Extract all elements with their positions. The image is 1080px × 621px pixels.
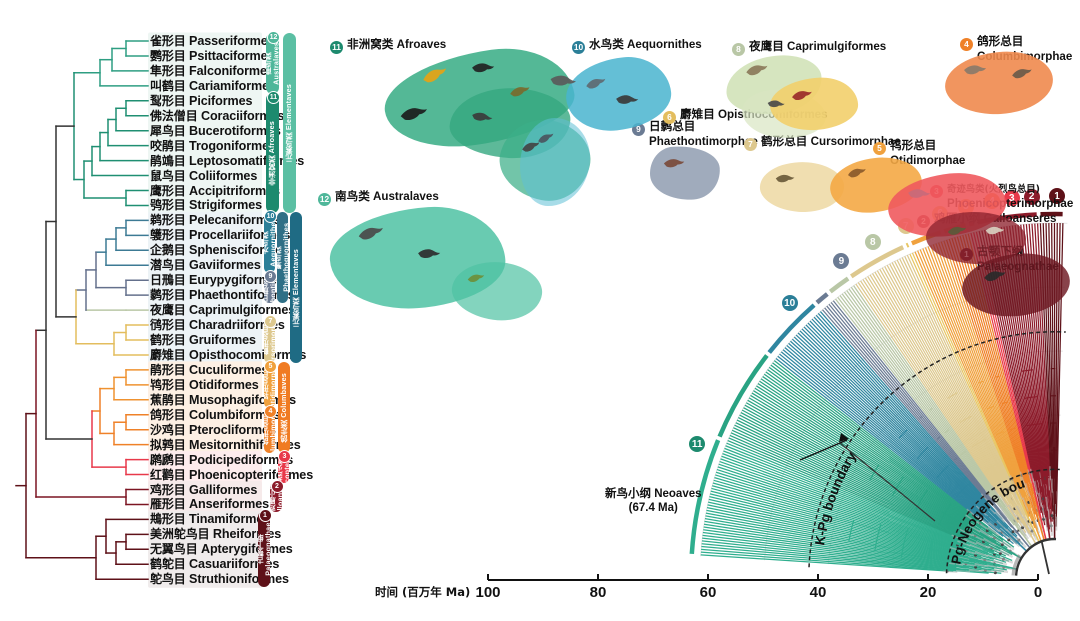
legend-badge-12: 12	[318, 193, 331, 206]
legend-label-sci: Afroaves	[397, 38, 447, 51]
legend-badge-8: 8	[732, 43, 745, 56]
legend-badge-5: 5	[873, 142, 886, 155]
clade-bar-label: 古颚下纲 Palaeognathae	[258, 511, 270, 587]
clade-bar-label: 鸽走类 Columbaves	[280, 373, 288, 442]
clade-bar: 鸽走类 Columbaves	[278, 362, 290, 453]
node-dot	[1050, 514, 1053, 517]
legend-label-cn: 麝雉目	[680, 107, 715, 121]
axis-caption: 时间 (百万年 Ma)	[375, 584, 470, 600]
legend-label-sci: Caprimulgiformes	[787, 40, 886, 53]
legend-item-australaves: 12 南鸟类 Australaves	[318, 190, 439, 206]
legend-item-afroaves: 11 非洲窝类 Afroaves	[330, 38, 446, 54]
phylogram-element	[907, 245, 909, 246]
legend-label-cn: 鸨形总目	[890, 138, 936, 152]
axis-tick-20: 20	[915, 584, 941, 601]
legend-label-cn: 鸽形总目	[977, 34, 1023, 48]
axis-tick-60: 60	[695, 584, 721, 601]
clade-bar: 元素鸟类 Elementaves	[283, 33, 296, 213]
clade-bar-badge: 12	[267, 31, 280, 44]
bird-silhouette	[397, 102, 431, 125]
bird-silhouette	[773, 171, 796, 187]
legend-badge-10: 10	[572, 41, 585, 54]
clade-bar-badge: 2	[271, 480, 284, 493]
bird-silhouette	[981, 267, 1009, 286]
phylogram-element	[817, 294, 827, 303]
legend-label-cn: 夜鹰目	[749, 39, 784, 53]
bird-silhouette	[946, 223, 969, 238]
clade-bar-badge: 5	[264, 360, 277, 373]
bird-silhouette	[469, 59, 497, 78]
phylogram-element	[992, 436, 993, 437]
clade-bar-badge: 1	[259, 509, 272, 522]
legend-badge-7: 7	[744, 138, 757, 151]
clade-bar-label: 鹭鸟类 Phaethoquornithes	[277, 212, 288, 303]
phylogram-element	[1054, 447, 1055, 539]
bird-silhouette	[983, 223, 1006, 239]
legend-label-cn: 非洲窝类	[347, 37, 393, 51]
legend-item-caprimulgiformes: 8 夜鹰目 Caprimulgiformes	[732, 40, 886, 56]
bird-silhouette	[662, 155, 687, 172]
taxon-name-cn: 鸵鸟目	[150, 572, 186, 586]
phylogram-element	[1051, 522, 1052, 536]
legend-label-cn: 南鸟类	[335, 189, 370, 203]
legend-badge-4: 4	[960, 38, 973, 51]
legend-badge-11: 11	[330, 41, 343, 54]
clade-bar: 鹭鸟类 Phaethoquornithes	[277, 212, 288, 303]
legend-label-sci: Aequornithes	[627, 38, 702, 51]
bird-silhouette	[961, 61, 988, 79]
clade-bar: 元素鸟类 Elementaves	[290, 212, 302, 363]
phylogram-element	[1042, 541, 1049, 574]
neoaves-annotation: 新鸟小纲 Neoaves (67.4 Ma)	[605, 487, 702, 516]
clade-bar-badge: 7	[264, 315, 277, 328]
axis-tick-80: 80	[585, 584, 611, 601]
clade-bar-label: 元素鸟类 Elementaves	[292, 249, 300, 327]
legend-item-aequornithes: 10 水鸟类 Aequornithes	[572, 38, 702, 54]
neoaves-age: (67.4 Ma)	[605, 501, 702, 515]
arc-badge-8: 8	[865, 234, 881, 250]
legend-label-cn: 水鸟类	[589, 37, 624, 51]
arc-badge-10: 10	[782, 295, 798, 311]
clade-bar: 非洲窝类 Afroaves	[266, 93, 279, 214]
clade-bar-label: 非洲窝类 Afroaves	[268, 121, 276, 185]
legend-label-sci: Australaves	[373, 190, 439, 203]
neoaves-name: 新鸟小纲 Neoaves	[605, 487, 702, 501]
legend-badge-6: 6	[663, 111, 676, 124]
phylogram-element	[830, 279, 848, 292]
bird-silhouette	[465, 271, 486, 285]
clade-bar-label: 元素鸟类 Elementaves	[285, 84, 293, 162]
phylogram-element	[981, 411, 982, 412]
bird-silhouette	[415, 244, 443, 264]
taxon-name-sci: Struthioniformes	[189, 572, 289, 586]
bird-silhouette	[789, 87, 814, 104]
axis-tick-100: 100	[475, 584, 501, 601]
legend-label-sci: Phaethontimorphae	[649, 136, 758, 149]
clade-bar-badge: 3	[278, 450, 291, 463]
clade-bar: 古颚下纲 Palaeognathae	[258, 511, 270, 587]
phylogram-element	[720, 356, 767, 437]
clade-bar-badge: 4	[264, 405, 277, 418]
axis-tick-0: 0	[1025, 584, 1051, 601]
clade-bar-badge: 11	[267, 91, 280, 104]
node-dot	[1012, 530, 1015, 533]
phylogram-element	[920, 416, 922, 418]
axis-tick-40: 40	[805, 584, 831, 601]
